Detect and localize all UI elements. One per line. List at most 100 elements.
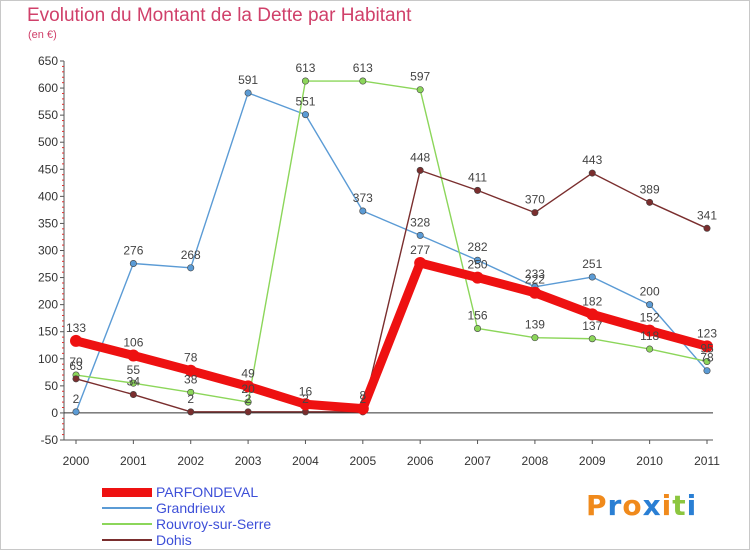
- data-point: [129, 379, 137, 387]
- data-label: 123: [697, 326, 717, 340]
- data-point: [70, 334, 82, 347]
- data-point: [72, 408, 80, 416]
- data-label: 613: [295, 61, 315, 75]
- legend-label: Rouvroy-sur-Serre: [156, 516, 272, 532]
- data-label: 250: [468, 258, 488, 272]
- data-point: [703, 357, 711, 365]
- data-point: [416, 86, 424, 94]
- brand-logo: Proxiti: [586, 489, 697, 522]
- x-tick-label: 2008: [522, 454, 549, 468]
- data-point: [359, 77, 367, 85]
- data-point: [356, 402, 369, 415]
- x-tick-label: 2007: [464, 454, 491, 468]
- y-tick-label: 200: [38, 298, 58, 312]
- data-label: 551: [295, 95, 315, 109]
- brand-letter: r: [607, 489, 623, 522]
- x-tick-label: 2006: [407, 454, 434, 468]
- data-label: 106: [123, 336, 143, 350]
- data-label: 597: [410, 70, 430, 84]
- data-point: [646, 301, 654, 309]
- legend-swatch: [102, 507, 152, 509]
- data-label: 133: [66, 321, 86, 335]
- data-point: [646, 345, 654, 353]
- x-tick-label: 2002: [177, 454, 204, 468]
- data-label: 373: [353, 191, 373, 205]
- data-point: [416, 231, 424, 239]
- data-label: 139: [525, 318, 545, 332]
- data-point: [244, 398, 252, 406]
- y-tick-label: 0: [51, 406, 58, 420]
- data-label: 341: [697, 208, 717, 222]
- y-tick-label: 250: [38, 271, 58, 285]
- data-point: [129, 259, 137, 267]
- data-label: 443: [582, 153, 602, 167]
- data-point: [531, 334, 539, 342]
- data-label: 137: [582, 319, 602, 333]
- data-point: [586, 308, 599, 321]
- data-label: 277: [410, 243, 430, 257]
- data-label: 613: [353, 61, 373, 75]
- series-dohis: [72, 166, 711, 416]
- y-tick-label: 500: [38, 135, 58, 149]
- brand-letter: o: [622, 489, 643, 522]
- x-tick-label: 2009: [579, 454, 606, 468]
- data-point: [187, 408, 195, 416]
- y-tick-label: 150: [38, 325, 58, 339]
- legend-swatch: [102, 487, 152, 497]
- data-label: 34: [127, 375, 141, 389]
- data-point: [703, 367, 711, 375]
- data-point: [474, 324, 482, 332]
- brand-letter: P: [586, 489, 608, 522]
- data-point: [242, 380, 255, 393]
- data-point: [701, 340, 713, 353]
- data-label: 200: [640, 285, 660, 299]
- data-point: [416, 166, 424, 174]
- series-rouvroy-sur-serre: [72, 77, 711, 406]
- data-point: [588, 273, 596, 281]
- data-point: [187, 388, 195, 396]
- brand-letter: t: [672, 489, 687, 522]
- data-label: 95: [700, 341, 714, 355]
- data-label: 411: [468, 170, 487, 184]
- chart-title: Evolution du Montant de la Dette par Hab…: [27, 5, 412, 26]
- data-point: [643, 324, 656, 337]
- data-label: 2: [245, 392, 252, 406]
- data-label: 2: [73, 392, 80, 406]
- data-point: [299, 398, 312, 411]
- data-label: 16: [299, 384, 313, 398]
- data-label: 282: [468, 240, 488, 254]
- series-layer: [70, 77, 713, 416]
- data-point: [359, 207, 367, 215]
- x-tick-label: 2000: [63, 454, 90, 468]
- data-label: 78: [184, 351, 198, 365]
- data-point: [301, 111, 309, 119]
- legend-label: Grandrieux: [156, 500, 226, 516]
- data-label: 152: [640, 311, 660, 325]
- x-tick-label: 2003: [235, 454, 262, 468]
- data-label: 156: [468, 308, 488, 322]
- data-label: 70: [69, 355, 83, 369]
- data-point: [187, 264, 195, 272]
- axes: -50 0 50 100 150 200 250 300 350 400 450 500 550 600 6…: [38, 54, 720, 468]
- data-point: [588, 169, 596, 177]
- data-label: 251: [582, 257, 602, 271]
- y-tick-label: 100: [38, 352, 58, 366]
- x-tick-label: 2011: [694, 454, 720, 468]
- legend-swatch: [102, 539, 152, 541]
- x-tick-label: 2001: [120, 454, 147, 468]
- series-line: [71, 258, 712, 414]
- y-tick-label: 600: [38, 81, 58, 95]
- data-point: [471, 271, 484, 284]
- brand-letter: i: [661, 489, 673, 522]
- data-label: 78: [700, 351, 714, 365]
- data-label: 276: [123, 243, 143, 257]
- data-label: 328: [410, 215, 430, 229]
- data-label: 118: [640, 329, 659, 343]
- y-tick-label: 550: [38, 108, 58, 122]
- series-grandrieux: [72, 89, 711, 416]
- data-point: [474, 256, 482, 264]
- data-point: [244, 89, 252, 97]
- series-line: [75, 80, 708, 403]
